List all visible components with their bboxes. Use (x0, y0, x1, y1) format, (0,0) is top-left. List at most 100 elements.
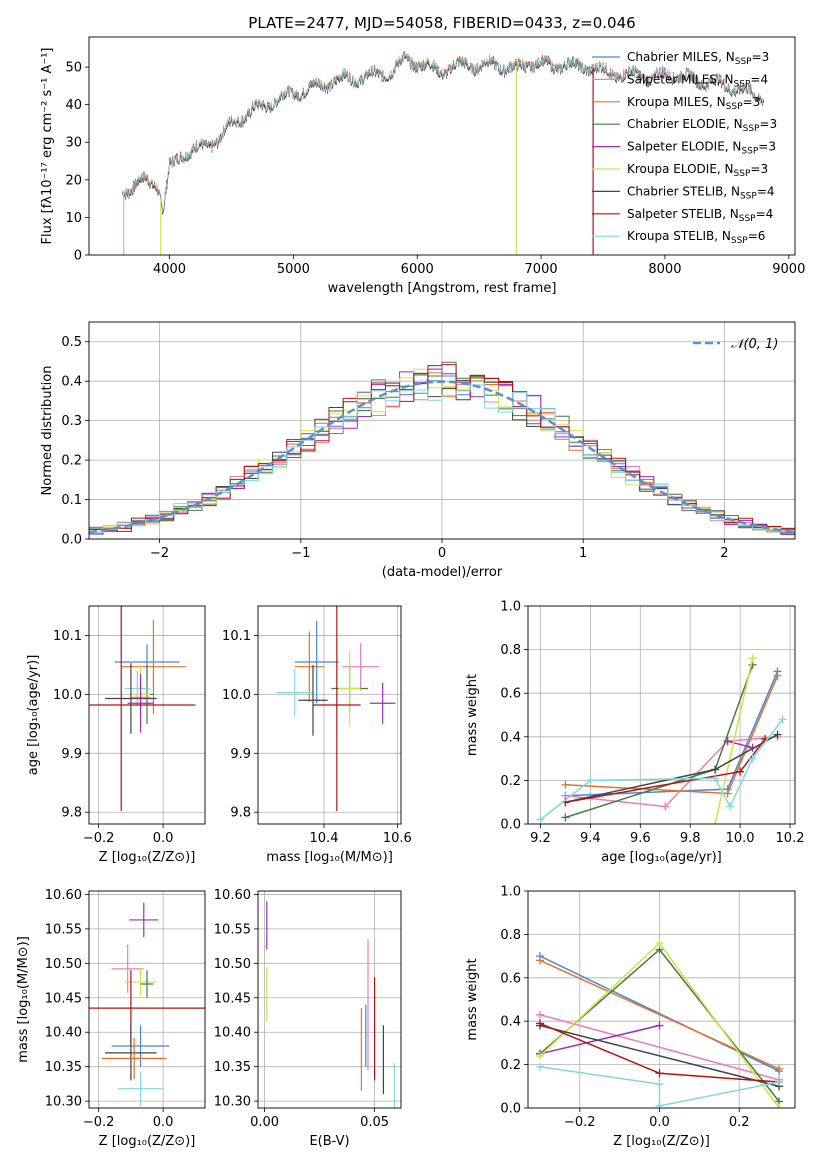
errorbar-salpeter_stelib (89, 606, 196, 812)
x-axis-label: Z [log₁₀(Z/Z⊙)] (99, 850, 196, 865)
x-axis-label: (data-model)/error (382, 565, 503, 580)
plot-area (536, 654, 787, 824)
legend-label-salpeter_stelib: Salpeter STELIB, NSSP=4 (627, 207, 773, 224)
legend-label-salpeter_miles: Salpeter MILES, NSSP=4 (627, 72, 768, 89)
series-line-kroupa_elodie (714, 658, 754, 824)
x-tick-label: −0.2 (83, 831, 115, 846)
legend: 𝒩(0, 1) (693, 337, 778, 352)
legend: Chabrier MILES, NSSP=3 Salpeter MILES, NS… (592, 50, 777, 246)
errorbar-chabrier_miles (111, 1025, 170, 1067)
x-tick-label: 9.8 (680, 831, 701, 846)
legend-label-chabrier_stelib: Chabrier STELIB, NSSP=4 (627, 184, 775, 201)
errorbar-salpeter_stelib (313, 606, 361, 812)
point-marker-kroupa_miles (535, 956, 544, 965)
y-tick-label: 10.0 (222, 688, 251, 703)
point-marker-kroupa_miles (775, 1064, 784, 1073)
errorbar-kroupa_elodie (338, 650, 361, 727)
errorbar-chabrier_stelib (105, 1025, 157, 1081)
y-tick-label: 0.2 (500, 774, 521, 789)
panel-residuals: −2 −1 0 1 2 0.0 0.1 0.2 0.3 0.4 0.5 (data-model)/er… (40, 321, 796, 580)
chart-title: PLATE=2477, MJD=54058, FIBERID=0433, z=0… (248, 14, 635, 32)
y-tick-label: 0.1 (61, 493, 82, 508)
y-axis-label: mass weight (465, 674, 480, 756)
x-tick-label: −1 (291, 546, 310, 561)
x-tick-label: 9.4 (580, 831, 601, 846)
y-axis-label: Normed distribution (40, 366, 55, 496)
x-tick-label: 10.2 (776, 831, 805, 846)
y-tick-label: 10.1 (53, 629, 82, 644)
point-marker-salpeter_miles (661, 802, 670, 811)
point-marker-kroupa_elodie (535, 1051, 544, 1060)
axes-frame (257, 605, 402, 825)
plot-area (535, 939, 784, 1108)
axes-frame (257, 890, 402, 1109)
point-marker-kroupa_miles (723, 789, 732, 798)
axes-frame (527, 890, 796, 1109)
y-tick-label: 10.0 (53, 688, 82, 703)
point-marker-kroupa_stelib (775, 1077, 784, 1086)
y-tick-label: 1.0 (500, 600, 521, 615)
y-tick-label: 0.3 (61, 414, 82, 429)
errorbar-kroupa_miles (294, 631, 324, 703)
x-axis-label: mass [log₁₀(M/M⊙)] (266, 850, 393, 865)
plot-area (89, 606, 196, 812)
x-tick-label: 4000 (153, 262, 186, 277)
point-marker-kroupa_stelib (655, 1101, 664, 1108)
panel-mass_vs_ebv: 0.00 0.05 10.30 10.35 10.40 10.45 10.50 10.55 10… (214, 888, 402, 1149)
errorbar-salpeter_miles (342, 643, 379, 691)
y-tick-label: 10.35 (214, 1060, 251, 1075)
x-tick-label: 0.00 (250, 1115, 279, 1130)
y-tick-label: 10.40 (214, 1026, 251, 1041)
errorbar-chabrier_elodie (140, 970, 154, 998)
axes-frame (88, 605, 206, 825)
y-axis-label: mass [log₁₀(M/M⊙)] (16, 936, 31, 1063)
x-axis-label: wavelength [Angstrom, rest frame] (328, 281, 557, 296)
legend-label-kroupa_elodie: Kroupa ELODIE, NSSP=3 (627, 162, 768, 179)
y-tick-label: 10.55 (45, 922, 82, 937)
point-marker-chabrier_stelib (773, 730, 782, 739)
axes-frame (88, 36, 796, 256)
legend-label-chabrier_elodie: Chabrier ELODIE, NSSP=3 (627, 117, 777, 134)
panel-spectrum: 4000 5000 6000 7000 8000 9000 0 10 20 30 40 50 wavel… (40, 14, 805, 296)
x-tick-label: 0.0 (153, 831, 174, 846)
y-tick-label: 0.6 (500, 971, 521, 986)
errorbar-kroupa_miles (101, 1037, 167, 1080)
x-axis-label: Z [log₁₀(Z/Z⊙)] (99, 1134, 196, 1149)
y-tick-label: 10.50 (45, 957, 82, 972)
x-tick-label: −0.2 (564, 1115, 596, 1130)
hist-kroupa_stelib (89, 384, 795, 539)
plot-area (266, 901, 395, 1108)
y-tick-label: 50 (65, 61, 82, 76)
y-tick-label: 0.2 (500, 1058, 521, 1073)
y-tick-label: 0.2 (61, 454, 82, 469)
y-tick-label: 10 (65, 211, 82, 226)
y-tick-label: 10.55 (214, 922, 251, 937)
x-tick-label: 0.0 (649, 1115, 670, 1130)
x-tick-label: 0.05 (360, 1115, 389, 1130)
errorbar-chabrier_stelib (105, 663, 157, 734)
point-marker-kroupa_elodie (655, 939, 664, 948)
y-axis-label: mass weight (465, 958, 480, 1040)
plot-area (122, 50, 765, 255)
errorbar-chabrier_miles (294, 620, 339, 704)
series-line-kroupa_stelib (540, 718, 784, 821)
point-marker-salpeter_elodie (723, 737, 732, 746)
legend-label-kroupa_miles: Kroupa MILES, NSSP=3 (627, 95, 760, 112)
x-axis-label: age [log₁₀(age/yr)] (601, 850, 722, 865)
x-tick-label: 0 (438, 546, 446, 561)
y-tick-label: 20 (65, 173, 82, 188)
x-tick-label: 10.0 (726, 831, 755, 846)
errorbar-kroupa_elodie (124, 968, 157, 996)
y-tick-label: 10.30 (45, 1095, 82, 1110)
x-tick-label: 0.0 (153, 1115, 174, 1130)
point-marker-kroupa_stelib (778, 715, 787, 724)
y-tick-label: 0.5 (61, 335, 82, 350)
errorbar-salpeter_elodie (369, 682, 396, 724)
point-marker-chabrier_stelib (711, 765, 720, 774)
y-tick-label: 10.40 (45, 1026, 82, 1041)
y-tick-label: 10.50 (214, 957, 251, 972)
x-tick-label: 9.6 (630, 831, 651, 846)
series-line-salpeter_elodie (539, 1024, 660, 1055)
point-marker-kroupa_miles (561, 780, 570, 789)
